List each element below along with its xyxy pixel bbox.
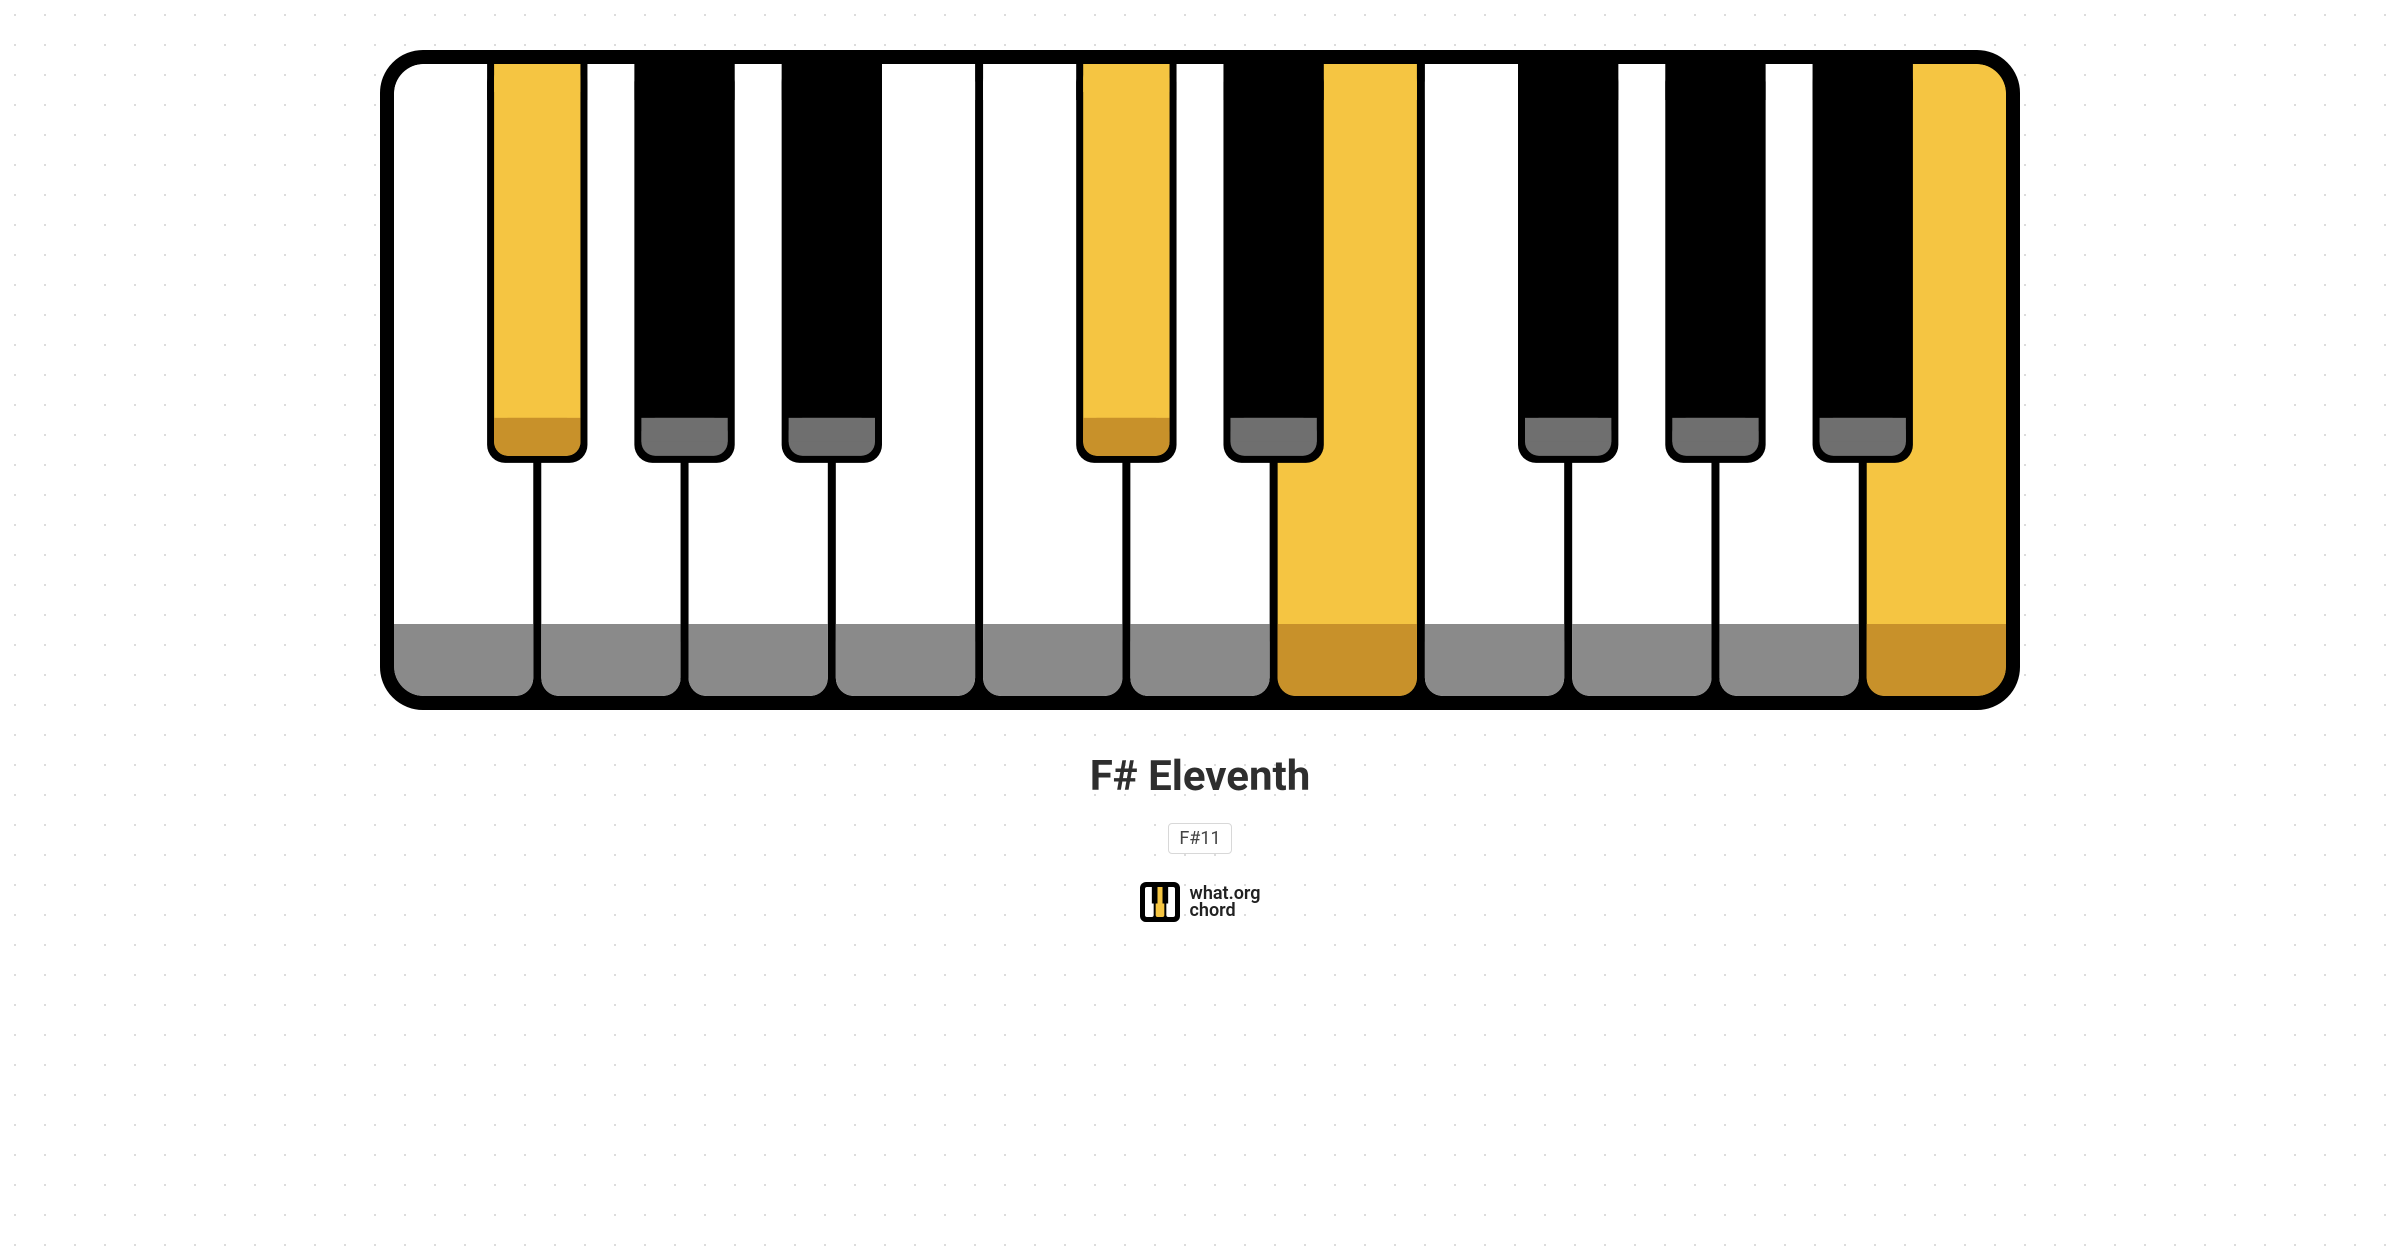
brand-line2: chord	[1190, 900, 1236, 921]
chord-title: F# Eleventh	[1090, 752, 1310, 801]
brand-text: what.org chord	[1190, 885, 1261, 919]
brand: what.org chord	[1140, 882, 1261, 922]
piano-keyboard-svg	[380, 50, 2020, 710]
brand-icon	[1140, 882, 1180, 922]
piano-keyboard	[380, 50, 2020, 714]
chord-symbol-badge: F#11	[1168, 823, 1231, 854]
